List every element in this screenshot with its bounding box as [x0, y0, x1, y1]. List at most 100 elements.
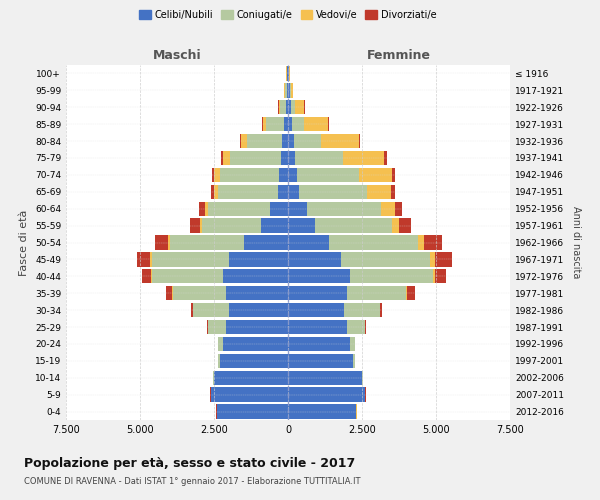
Y-axis label: Fasce di età: Fasce di età	[19, 210, 29, 276]
Bar	[314, 218, 392, 233]
Bar	[436, 269, 446, 283]
Bar	[291, 83, 293, 98]
Bar	[280, 100, 286, 114]
Bar	[208, 320, 226, 334]
Bar	[406, 286, 407, 300]
Bar	[288, 252, 341, 266]
Bar	[288, 320, 347, 334]
Bar	[214, 370, 288, 385]
Bar	[287, 83, 288, 98]
Bar	[291, 100, 295, 114]
Bar	[193, 303, 229, 318]
Bar	[223, 151, 230, 165]
Bar	[434, 252, 452, 266]
Bar	[290, 83, 291, 98]
Bar	[285, 83, 287, 98]
Bar	[367, 184, 391, 199]
Bar	[295, 151, 343, 165]
Bar	[292, 117, 304, 132]
Bar	[166, 286, 172, 300]
Bar	[278, 100, 280, 114]
Bar	[343, 151, 384, 165]
Bar	[424, 236, 442, 250]
Bar	[205, 202, 208, 216]
Bar	[240, 134, 241, 148]
Bar	[391, 184, 395, 199]
Bar	[384, 151, 386, 165]
Bar	[282, 134, 288, 148]
Bar	[288, 336, 350, 351]
Bar	[359, 168, 392, 182]
Bar	[350, 336, 355, 351]
Bar	[202, 218, 262, 233]
Bar	[329, 236, 418, 250]
Bar	[142, 269, 151, 283]
Bar	[229, 303, 288, 318]
Bar	[229, 252, 288, 266]
Bar	[381, 202, 395, 216]
Bar	[266, 117, 284, 132]
Bar	[208, 202, 270, 216]
Bar	[230, 151, 281, 165]
Bar	[211, 388, 288, 402]
Bar	[262, 218, 288, 233]
Bar	[418, 236, 424, 250]
Bar	[341, 252, 430, 266]
Bar	[226, 320, 288, 334]
Bar	[199, 202, 205, 216]
Bar	[214, 184, 218, 199]
Text: Popolazione per età, sesso e stato civile - 2017: Popolazione per età, sesso e stato civil…	[24, 458, 355, 470]
Bar	[270, 202, 288, 216]
Bar	[218, 184, 278, 199]
Bar	[168, 236, 170, 250]
Bar	[288, 269, 350, 283]
Text: Femmine: Femmine	[367, 48, 431, 62]
Bar	[288, 151, 295, 165]
Bar	[288, 184, 299, 199]
Bar	[279, 168, 288, 182]
Bar	[344, 303, 380, 318]
Bar	[350, 269, 433, 283]
Bar	[288, 83, 290, 98]
Bar	[173, 286, 226, 300]
Bar	[288, 134, 294, 148]
Bar	[365, 320, 366, 334]
Legend: Celibi/Nubili, Coniugati/e, Vedovi/e, Divorziati/e: Celibi/Nubili, Coniugati/e, Vedovi/e, Di…	[136, 6, 440, 24]
Bar	[299, 184, 367, 199]
Bar	[207, 320, 208, 334]
Bar	[353, 354, 355, 368]
Bar	[359, 134, 360, 148]
Bar	[288, 370, 362, 385]
Bar	[392, 218, 399, 233]
Bar	[241, 134, 247, 148]
Bar	[347, 286, 406, 300]
Bar	[244, 236, 288, 250]
Bar	[286, 100, 288, 114]
Bar	[304, 117, 328, 132]
Bar	[295, 100, 304, 114]
Text: COMUNE DI RAVENNA - Dati ISTAT 1° gennaio 2017 - Elaborazione TUTTITALIA.IT: COMUNE DI RAVENNA - Dati ISTAT 1° gennai…	[24, 478, 361, 486]
Bar	[288, 218, 314, 233]
Bar	[220, 354, 288, 368]
Bar	[288, 236, 329, 250]
Bar	[399, 218, 411, 233]
Bar	[218, 354, 220, 368]
Bar	[288, 354, 353, 368]
Bar	[320, 134, 359, 148]
Bar	[170, 236, 244, 250]
Bar	[433, 269, 436, 283]
Bar	[223, 269, 288, 283]
Bar	[395, 202, 402, 216]
Bar	[281, 151, 288, 165]
Bar	[288, 388, 365, 402]
Bar	[211, 184, 214, 199]
Bar	[307, 202, 381, 216]
Bar	[137, 252, 151, 266]
Bar	[263, 117, 266, 132]
Bar	[151, 269, 152, 283]
Bar	[288, 303, 344, 318]
Bar	[288, 117, 292, 132]
Bar	[392, 168, 395, 182]
Bar	[212, 168, 214, 182]
Bar	[430, 252, 434, 266]
